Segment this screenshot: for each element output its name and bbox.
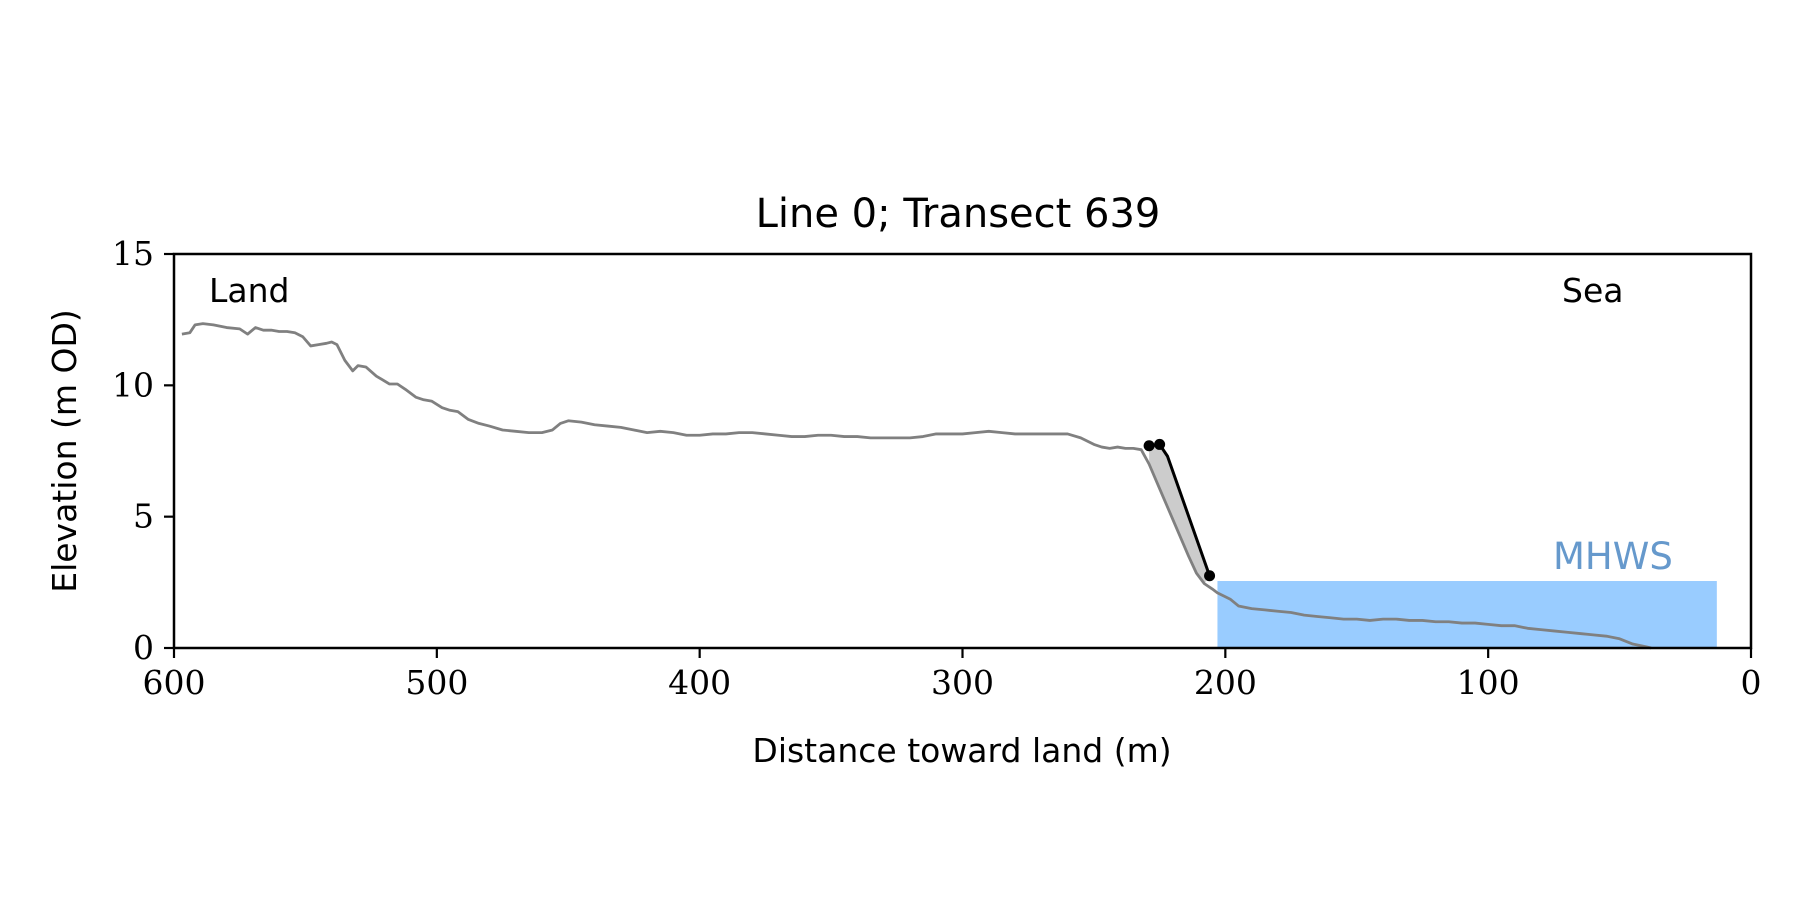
plot-area (181, 322, 1717, 650)
eroded-area (1149, 444, 1210, 584)
mhws-label: MHWS (1553, 535, 1673, 578)
y-tick-label: 5 (133, 497, 154, 536)
cliff-point (1154, 438, 1166, 450)
y-tick-label: 15 (112, 234, 154, 273)
mhws-water-area (1217, 581, 1717, 648)
x-tick-label: 300 (931, 663, 994, 702)
y-tick-label: 0 (133, 628, 154, 667)
sea-label: Sea (1562, 271, 1623, 310)
ground-profile-line (181, 322, 1652, 650)
land-label: Land (209, 271, 289, 310)
x-tick-label: 400 (668, 663, 731, 702)
x-tick-label: 0 (1741, 663, 1762, 702)
plot-frame (172, 252, 1753, 650)
axis-ticks: 600 500 400 300 200 100 0 0 5 10 15 (112, 234, 1762, 702)
x-tick-label: 600 (143, 663, 206, 702)
x-axis-label: Distance toward land (m) (752, 731, 1171, 770)
chart-title: Line 0; Transect 639 (756, 191, 1161, 237)
x-tick-label: 500 (405, 663, 468, 702)
cliff-point (1204, 570, 1216, 582)
x-tick-label: 100 (1457, 663, 1520, 702)
y-axis-label: Elevation (m OD) (45, 309, 84, 593)
cliff-point (1143, 440, 1155, 452)
y-tick-label: 10 (112, 365, 154, 404)
x-tick-label: 200 (1194, 663, 1257, 702)
